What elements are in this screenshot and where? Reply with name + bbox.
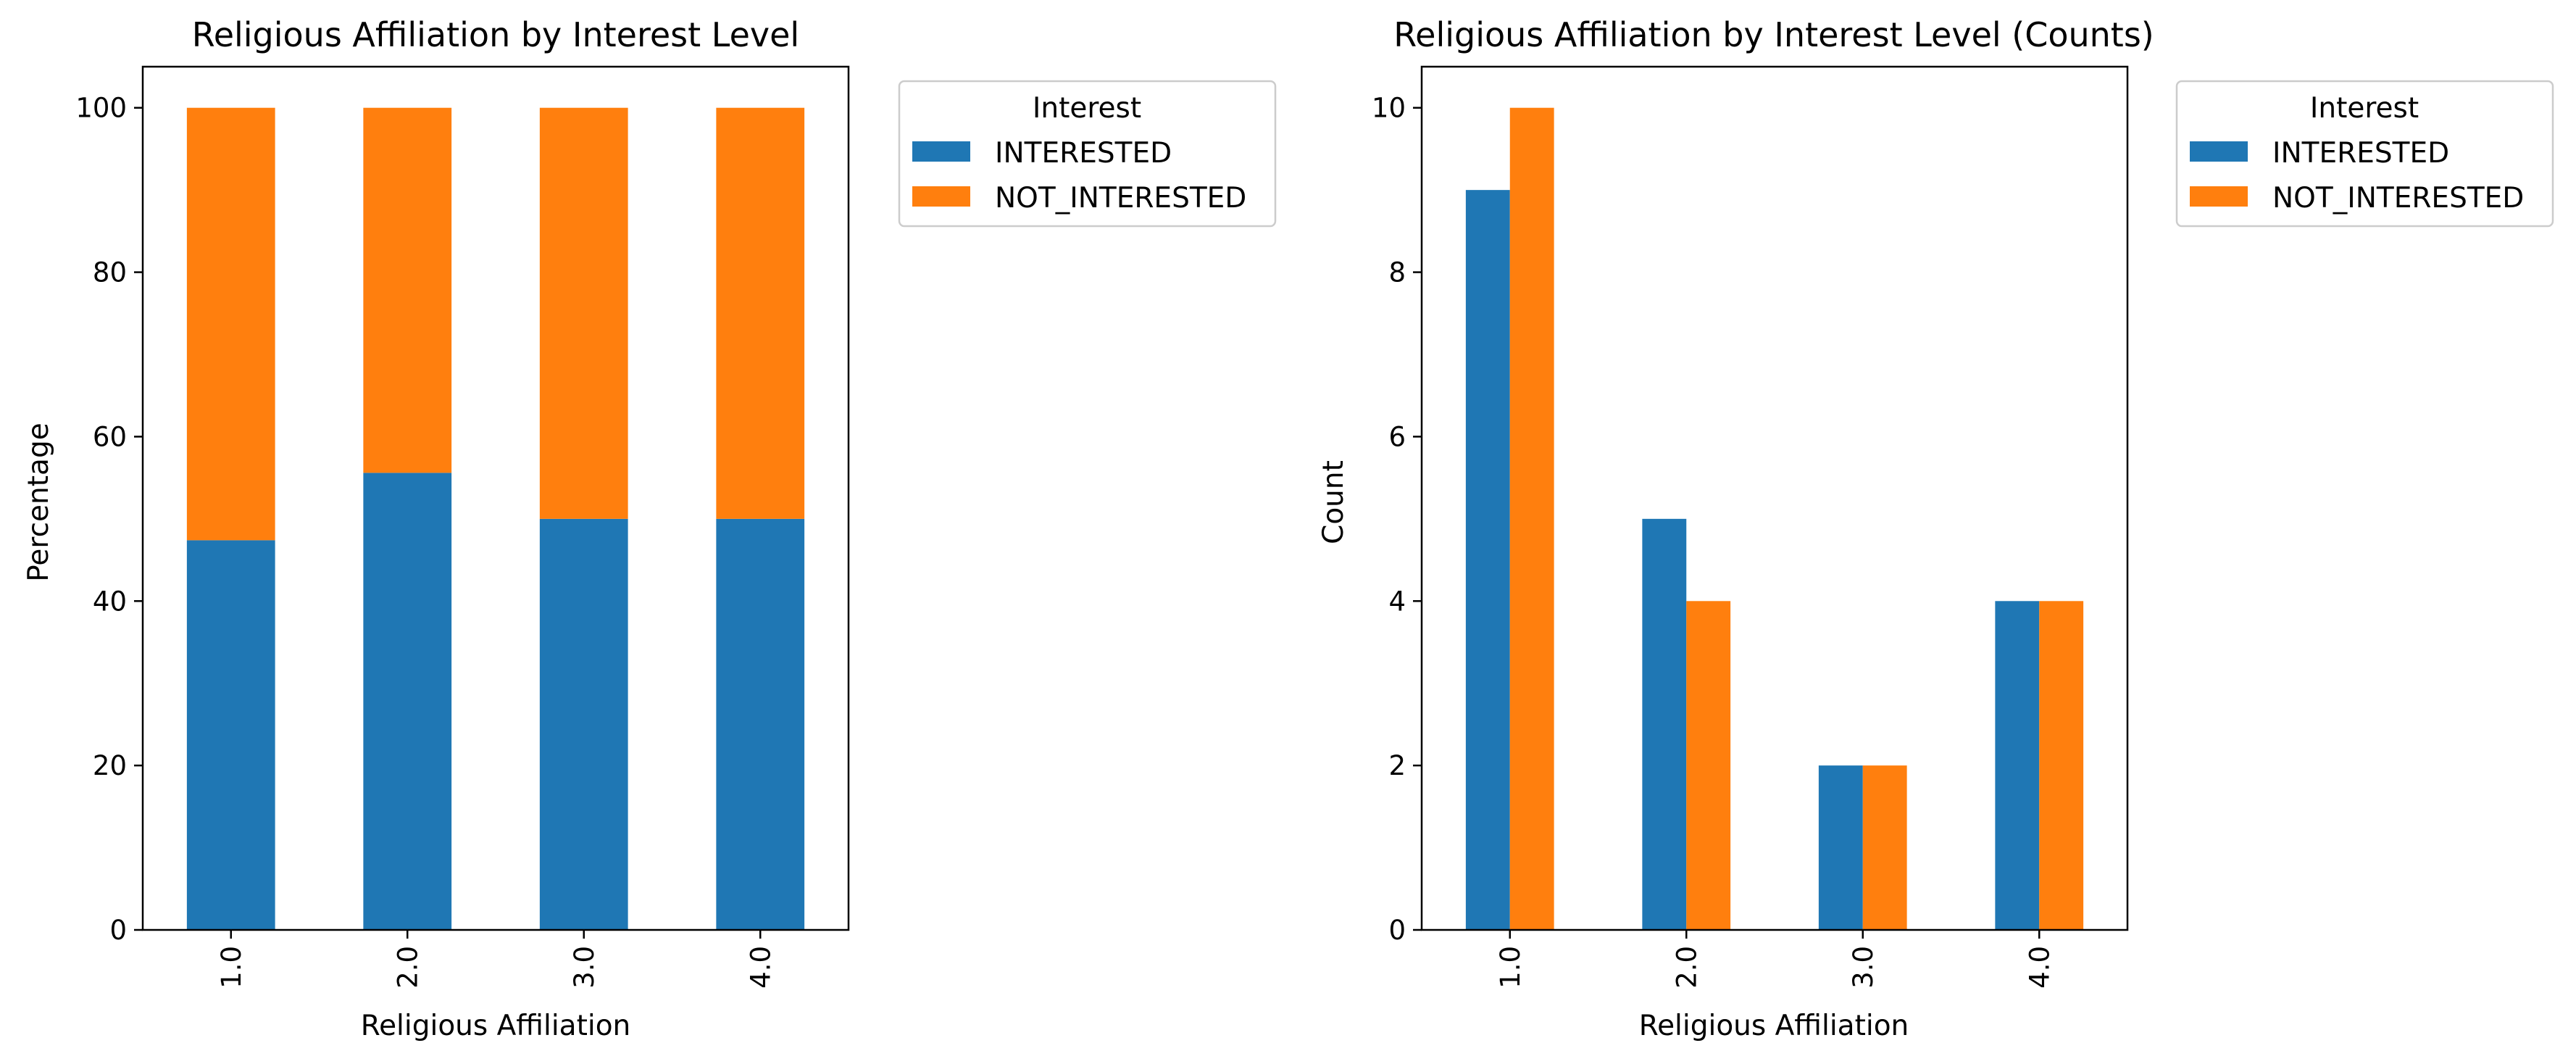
legend-label-not-interested: NOT_INTERESTED xyxy=(995,182,1246,215)
y-tick-label: 0 xyxy=(109,915,127,946)
y-tick-label: 8 xyxy=(1388,257,1406,288)
legend-swatch-not-interested xyxy=(2190,186,2248,207)
x-tick-label: 1.0 xyxy=(1495,946,1526,989)
y-tick-label: 4 xyxy=(1388,586,1406,617)
plot-area xyxy=(1465,107,2084,931)
x-ticks: 1.0 2.0 3.0 4.0 xyxy=(1495,930,2055,989)
bar-not-interested-1.0 xyxy=(186,107,275,541)
x-tick-label: 2.0 xyxy=(392,946,423,989)
bar-not-interested-3.0 xyxy=(1862,765,1907,930)
axes-frame xyxy=(141,65,850,931)
x-tick-label: 2.0 xyxy=(1671,946,1702,989)
chart-counts: Religious Affiliation by Interest Level … xyxy=(1317,15,2554,1042)
legend-swatch-interested xyxy=(912,141,970,162)
x-tick-label: 3.0 xyxy=(569,946,600,989)
bar-not-interested-2.0 xyxy=(1686,601,1731,930)
x-tick-label: 3.0 xyxy=(1848,946,1879,989)
bar-interested-3.0 xyxy=(539,518,628,930)
bar-interested-1.0 xyxy=(1465,190,1510,931)
legend-frame xyxy=(2175,80,2554,228)
chart-percentage: Religious Affiliation by Interest Level … xyxy=(22,15,1277,1042)
bar-not-interested-3.0 xyxy=(539,107,628,519)
legend-label-interested: INTERESTED xyxy=(995,137,1172,170)
bar-not-interested-2.0 xyxy=(363,107,452,473)
chart-title: Religious Affiliation by Interest Level … xyxy=(1393,15,2154,54)
x-tick-label: 4.0 xyxy=(2024,946,2055,989)
x-tick-label: 4.0 xyxy=(745,946,776,989)
y-tick-label: 80 xyxy=(93,257,127,288)
legend: Interest INTERESTED NOT_INTERESTED xyxy=(898,80,1277,228)
y-tick-label: 20 xyxy=(93,750,127,781)
bar-not-interested-1.0 xyxy=(1509,107,1554,931)
bar-interested-1.0 xyxy=(186,540,275,930)
bar-interested-4.0 xyxy=(716,518,805,930)
bar-interested-4.0 xyxy=(1995,601,2040,930)
y-tick-label: 0 xyxy=(1388,915,1406,946)
bar-not-interested-4.0 xyxy=(716,107,805,519)
legend-swatch-not-interested xyxy=(912,186,970,207)
bar-interested-3.0 xyxy=(1818,765,1863,930)
axes-frame xyxy=(1420,65,2129,931)
y-tick-label: 100 xyxy=(75,93,127,124)
legend-title: Interest xyxy=(2310,92,2419,125)
y-axis-label: Count xyxy=(1317,460,1350,544)
bar-interested-2.0 xyxy=(363,473,452,930)
y-tick-label: 2 xyxy=(1388,750,1406,781)
legend-swatch-interested xyxy=(2190,141,2248,162)
legend-label-not-interested: NOT_INTERESTED xyxy=(2272,182,2524,215)
legend-frame xyxy=(898,80,1277,228)
x-tick-label: 1.0 xyxy=(216,946,247,989)
plot-area xyxy=(186,107,805,930)
y-tick-label: 6 xyxy=(1388,421,1406,452)
y-tick-label: 60 xyxy=(93,421,127,452)
legend: Interest INTERESTED NOT_INTERESTED xyxy=(2175,80,2554,228)
x-ticks: 1.0 2.0 3.0 4.0 xyxy=(216,930,776,989)
chart-title: Religious Affiliation by Interest Level xyxy=(192,15,799,54)
y-ticks: 0 2 4 6 8 10 xyxy=(1372,93,1422,946)
legend-title: Interest xyxy=(1033,92,1141,125)
legend-label-interested: INTERESTED xyxy=(2272,137,2449,170)
y-tick-label: 10 xyxy=(1372,93,1406,124)
x-axis-label: Religious Affiliation xyxy=(361,1010,631,1042)
y-tick-label: 40 xyxy=(93,586,127,617)
y-ticks: 0 20 40 60 80 100 xyxy=(75,93,143,946)
x-axis-label: Religious Affiliation xyxy=(1639,1010,1909,1042)
bar-not-interested-4.0 xyxy=(2039,601,2084,930)
bar-interested-2.0 xyxy=(1642,518,1687,930)
y-axis-label: Percentage xyxy=(22,423,55,581)
